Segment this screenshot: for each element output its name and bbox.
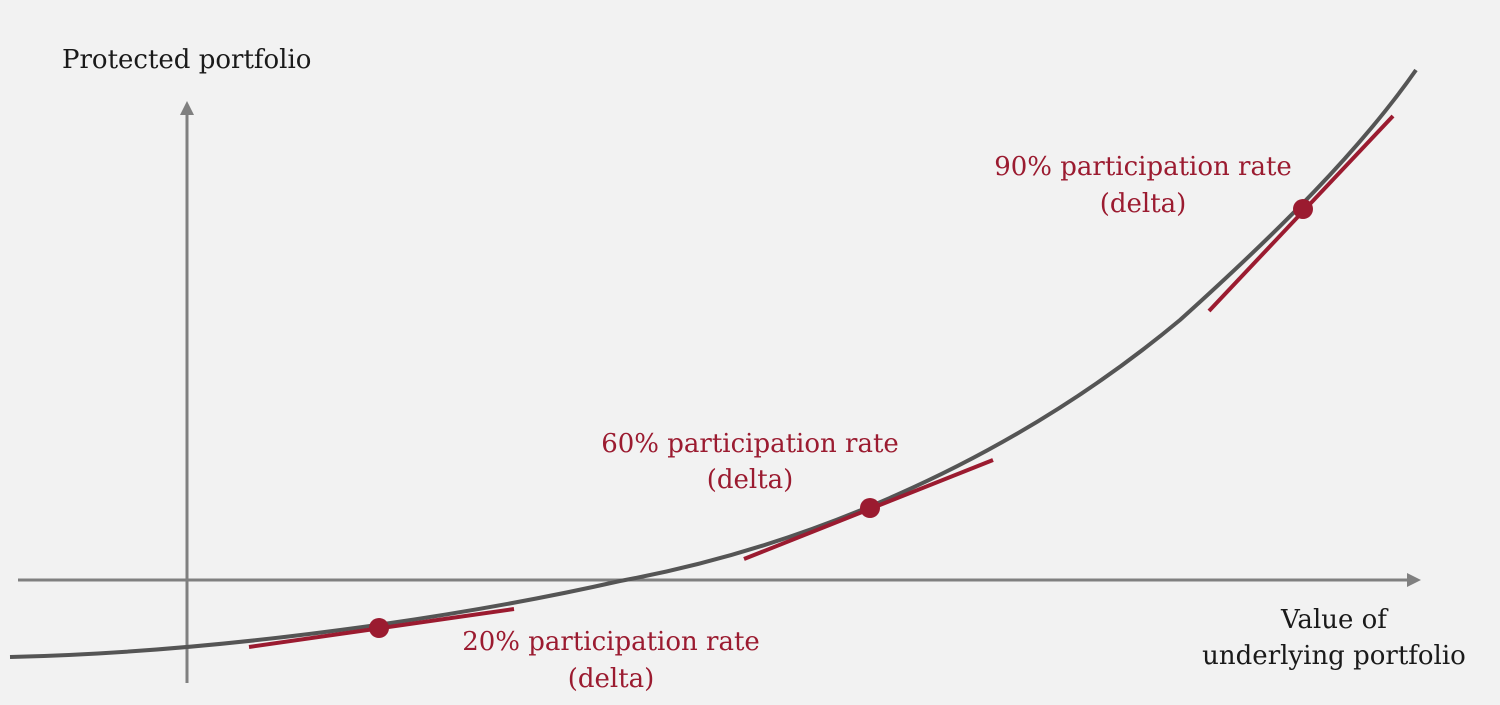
- tangent-point-60: [860, 498, 880, 518]
- annotation-20-delta: (delta): [568, 664, 655, 694]
- tangent-point-20: [369, 618, 389, 638]
- protected-portfolio-curve: [9, 68, 1418, 659]
- x-axis-label-line1: Value of: [1280, 605, 1389, 635]
- annotation-90-rate: 90% participation rate: [994, 152, 1292, 182]
- annotation-60-rate: 60% participation rate: [601, 429, 899, 459]
- x-axis-label-line2: underlying portfolio: [1202, 641, 1466, 671]
- annotation-90-delta: (delta): [1100, 189, 1187, 219]
- annotation-60-delta: (delta): [707, 465, 794, 495]
- y-axis-label: Protected portfolio: [62, 45, 311, 75]
- annotation-20-rate: 20% participation rate: [462, 627, 760, 657]
- tangent-point-90: [1293, 199, 1313, 219]
